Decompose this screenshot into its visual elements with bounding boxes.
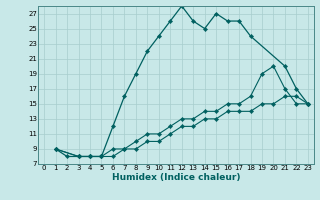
X-axis label: Humidex (Indice chaleur): Humidex (Indice chaleur) xyxy=(112,173,240,182)
